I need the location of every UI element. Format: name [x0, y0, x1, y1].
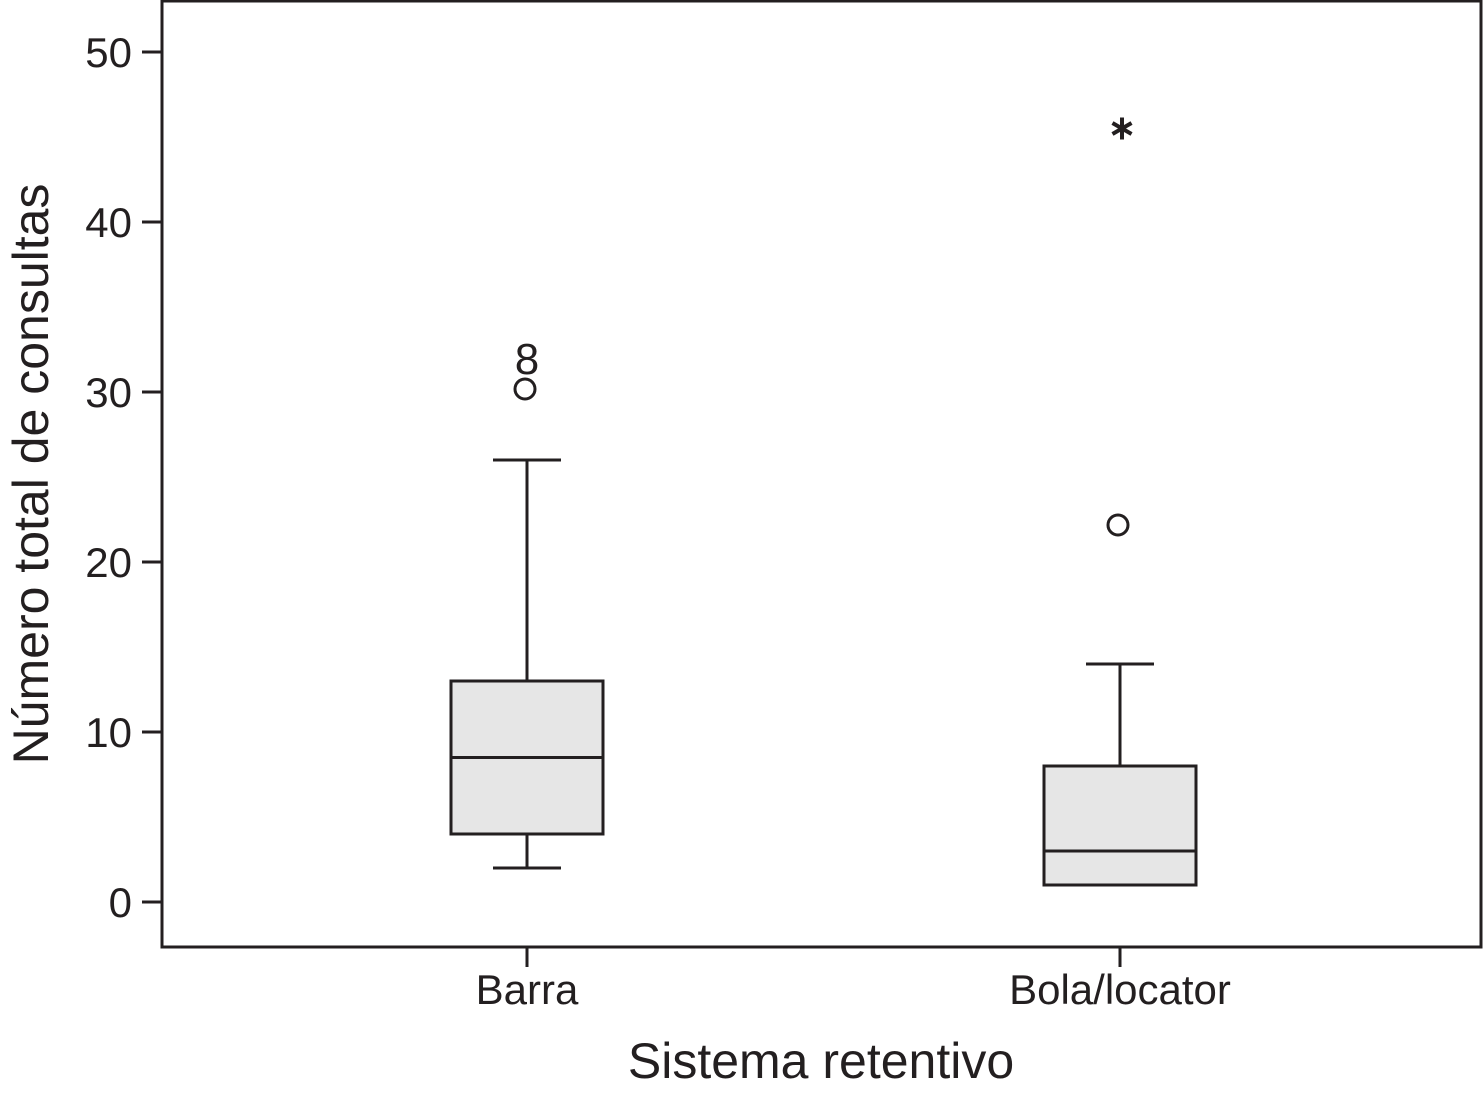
y-axis-title: Número total de consultas [3, 184, 59, 765]
outlier-circle [513, 377, 537, 401]
y-tick-label: 0 [109, 879, 132, 926]
y-tick-label: 40 [85, 199, 132, 246]
y-axis: 0 10 20 30 40 50 [85, 29, 162, 926]
iqr-box [1042, 764, 1198, 887]
boxes: 8 [449, 117, 1198, 887]
outlier-star [1111, 117, 1133, 140]
x-tick-label: Barra [476, 966, 579, 1013]
outlier-circle [1106, 513, 1130, 537]
y-tick-label: 20 [85, 539, 132, 586]
box-group-2 [1042, 117, 1198, 887]
x-axis-title: Sistema retentivo [628, 1033, 1014, 1089]
x-axis: Barra Bola/locator [476, 947, 1231, 1013]
y-tick-label: 10 [85, 709, 132, 756]
y-tick-label: 30 [85, 369, 132, 416]
plot-frame [160, 0, 1483, 949]
outlier-label: 8 [515, 335, 539, 384]
y-tick-label: 50 [85, 29, 132, 76]
x-tick-label: Bola/locator [1009, 966, 1231, 1013]
outlier-star-stroke [1111, 121, 1133, 136]
box-group-1: 8 [449, 335, 605, 870]
